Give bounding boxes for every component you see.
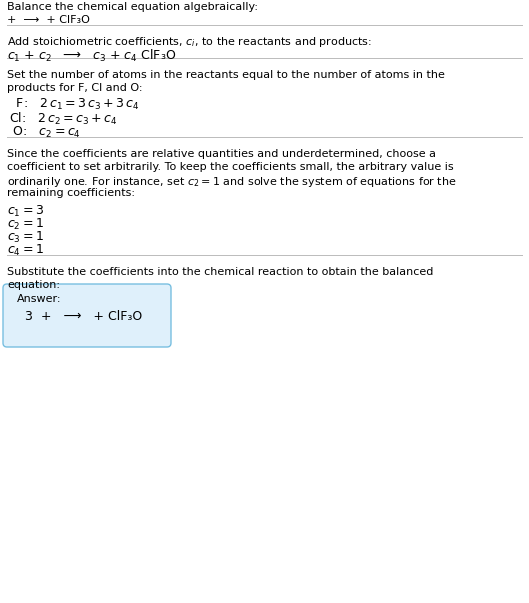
Text: Set the number of atoms in the reactants equal to the number of atoms in the: Set the number of atoms in the reactants… [7,70,445,80]
Text: $c_2 = 1$: $c_2 = 1$ [7,217,44,232]
Text: $c_1$ + $c_2$   ⟶   $c_3$ + $c_4$ ClF₃O: $c_1$ + $c_2$ ⟶ $c_3$ + $c_4$ ClF₃O [7,48,176,64]
Text: Balance the chemical equation algebraically:: Balance the chemical equation algebraica… [7,2,258,12]
Text: +  ⟶  + ClF₃O: + ⟶ + ClF₃O [7,15,90,25]
Text: $c_3 = 1$: $c_3 = 1$ [7,230,44,245]
Text: Since the coefficients are relative quantities and underdetermined, choose a: Since the coefficients are relative quan… [7,149,436,159]
Text: 3  +   ⟶   + ClF₃O: 3 + ⟶ + ClF₃O [25,310,142,323]
Text: O:   $c_2 = c_4$: O: $c_2 = c_4$ [9,125,81,140]
Text: coefficient to set arbitrarily. To keep the coefficients small, the arbitrary va: coefficient to set arbitrarily. To keep … [7,162,454,172]
Text: Add stoichiometric coefficients, $c_i$, to the reactants and products:: Add stoichiometric coefficients, $c_i$, … [7,35,372,49]
Text: equation:: equation: [7,280,60,290]
Text: Substitute the coefficients into the chemical reaction to obtain the balanced: Substitute the coefficients into the che… [7,267,433,277]
Text: Cl:   $2\,c_2 = c_3 + c_4$: Cl: $2\,c_2 = c_3 + c_4$ [9,111,117,127]
FancyBboxPatch shape [3,284,171,347]
Text: ordinarily one. For instance, set $c_2 = 1$ and solve the system of equations fo: ordinarily one. For instance, set $c_2 =… [7,175,457,189]
Text: products for F, Cl and O:: products for F, Cl and O: [7,83,142,93]
Text: Answer:: Answer: [17,294,61,304]
Text: remaining coefficients:: remaining coefficients: [7,188,135,198]
Text: F:   $2\,c_1 = 3\,c_3 + 3\,c_4$: F: $2\,c_1 = 3\,c_3 + 3\,c_4$ [12,97,139,112]
Text: $c_1 = 3$: $c_1 = 3$ [7,204,44,219]
Text: $c_4 = 1$: $c_4 = 1$ [7,243,44,258]
